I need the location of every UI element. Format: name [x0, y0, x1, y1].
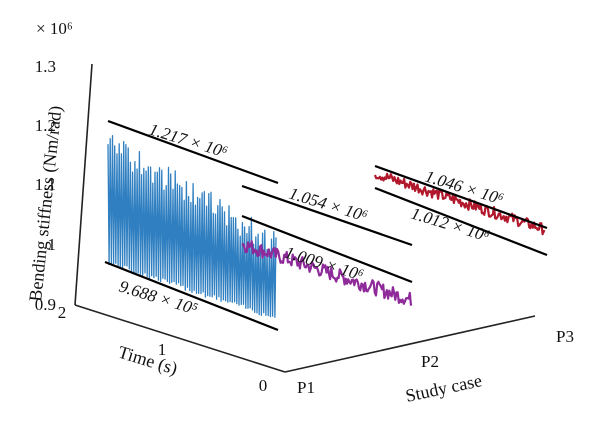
- y-axis-line: [74, 63, 93, 306]
- max-bound-line: [241, 184, 413, 247]
- max-bound-line: [374, 164, 548, 230]
- y-multiplier: × 10⁶: [36, 19, 73, 38]
- time-tick-label: 2: [58, 303, 67, 322]
- min-bound-line: [104, 260, 279, 332]
- case-axis-line: [284, 315, 536, 373]
- min-bound-line: [241, 214, 413, 284]
- axes: [74, 63, 536, 373]
- case-tick-label: P2: [421, 352, 439, 371]
- max-bound-label: 1.217 × 10⁶: [147, 120, 230, 162]
- y-tick-label: 1: [48, 235, 57, 254]
- time-tick-label: 0: [259, 376, 268, 395]
- time-axis-line: [74, 304, 286, 373]
- y-tick-label: 1.2: [35, 116, 56, 135]
- time-tick-label: 1: [158, 340, 167, 359]
- case-tick-label: P3: [556, 327, 574, 346]
- series-line-p1-p2: [241, 240, 413, 306]
- min-bound-line: [374, 186, 548, 257]
- y-tick-label: 1.1: [35, 175, 56, 194]
- max-bound-label: 1.054 × 10⁶: [287, 184, 370, 226]
- max-bound-line: [107, 119, 279, 185]
- case-tick-label: P1: [297, 378, 315, 397]
- case-axis-label: Study case: [404, 370, 484, 406]
- time-axis-label: Time (s): [116, 342, 180, 380]
- y-tick-label: 1.3: [35, 57, 56, 76]
- axis-ticks: 0.9 1 1.1 1.2 1.3 0 1 2 P1 P2 P3: [35, 57, 574, 397]
- y-axis-label: Bending stiffness (Nm/rad): [25, 105, 66, 303]
- y-tick-label: 0.9: [35, 295, 56, 314]
- max-bound-label: 1.046 × 10⁶: [423, 167, 506, 209]
